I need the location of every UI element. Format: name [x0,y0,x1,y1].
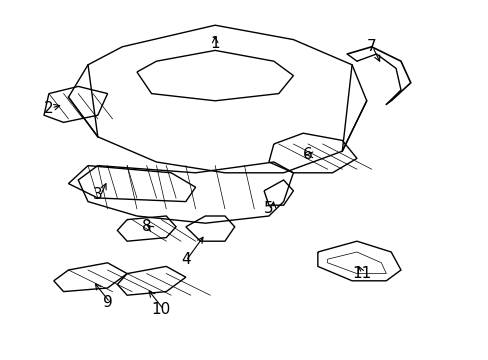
Text: 6: 6 [303,147,312,162]
Text: 7: 7 [366,39,376,54]
Text: 4: 4 [181,252,190,267]
Text: 8: 8 [142,219,151,234]
Text: 10: 10 [151,302,171,317]
Text: 11: 11 [351,266,371,281]
Text: 5: 5 [264,201,273,216]
Text: 3: 3 [93,187,102,202]
Text: 1: 1 [210,36,220,51]
Text: 9: 9 [102,295,112,310]
Text: 2: 2 [44,100,54,116]
